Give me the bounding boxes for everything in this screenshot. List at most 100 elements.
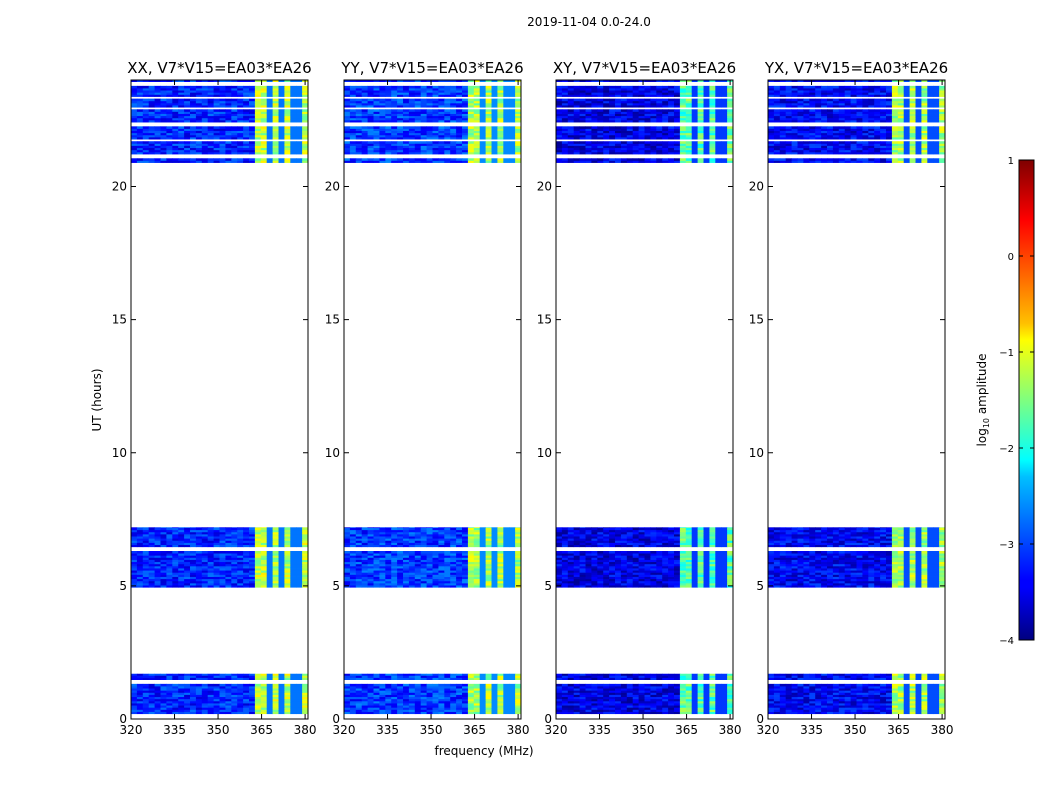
heatmap-cell	[255, 551, 261, 554]
y-tick-label: 15	[325, 313, 340, 327]
heatmap-cell	[161, 674, 167, 676]
heatmap-cell	[190, 126, 196, 129]
heatmap-cell	[403, 86, 409, 89]
heatmap-cell	[220, 684, 226, 687]
heatmap-cell	[438, 86, 444, 89]
heatmap-cell	[166, 684, 172, 687]
heatmap-cell	[421, 684, 427, 687]
heatmap-cell	[208, 141, 214, 144]
heatmap-cell	[161, 99, 167, 102]
heatmap-cell	[196, 551, 202, 554]
heatmap-cell	[214, 99, 220, 102]
heatmap-cell	[486, 141, 492, 144]
heatmap-cell	[686, 684, 692, 687]
heatmap-cell	[515, 141, 521, 144]
heatmap-cell	[284, 99, 290, 102]
heatmap-cell	[137, 527, 143, 528]
heatmap-cell	[249, 109, 255, 112]
heatmap-cell	[444, 109, 450, 112]
heatmap-cell	[178, 126, 184, 129]
heatmap-cell	[137, 141, 143, 144]
heatmap-cell	[243, 141, 249, 144]
heatmap-cell	[574, 684, 580, 687]
heatmap-cell	[356, 126, 362, 129]
heatmap-cell	[273, 551, 279, 554]
heatmap-cell	[302, 674, 308, 676]
heatmap-cell	[403, 674, 409, 676]
heatmap-cell	[149, 684, 155, 687]
heatmap-cell	[444, 684, 450, 687]
heatmap-cell	[509, 86, 515, 89]
heatmap-cell	[362, 527, 368, 528]
heatmap-cell	[397, 527, 403, 528]
heatmap-cell	[237, 141, 243, 144]
heatmap-cell	[556, 684, 562, 687]
heatmap-cell	[149, 527, 155, 528]
heatmap-cell	[468, 158, 474, 161]
heatmap-cell	[267, 109, 273, 112]
heatmap-cell	[438, 158, 444, 161]
heatmap-cell	[397, 141, 403, 144]
heatmap-cell	[261, 527, 267, 528]
heatmap-cell	[444, 126, 450, 129]
heatmap-cell	[368, 674, 374, 676]
heatmap-cell	[509, 674, 515, 676]
heatmap-cell	[379, 674, 385, 676]
heatmap-cell	[196, 674, 202, 676]
heatmap-cell	[474, 684, 480, 687]
heatmap-cell	[190, 684, 196, 687]
heatmap-cell	[497, 109, 503, 112]
heatmap-cell	[427, 86, 433, 89]
heatmap-cell	[480, 527, 486, 528]
heatmap-cell	[237, 674, 243, 676]
y-tick-label: 10	[325, 446, 340, 460]
heatmap-cell	[225, 527, 231, 528]
heatmap-cell	[131, 527, 137, 528]
heatmap-cell	[202, 126, 208, 129]
heatmap-cell	[296, 158, 302, 161]
heatmap-cell	[131, 99, 137, 102]
heatmap-cell	[143, 674, 149, 676]
heatmap-cell	[149, 141, 155, 144]
heatmap-cell	[155, 86, 161, 89]
heatmap-cell	[350, 527, 356, 528]
x-tick-label: 350	[207, 723, 230, 737]
heatmap-cell	[220, 158, 226, 161]
heatmap-cell	[415, 684, 421, 687]
heatmap-cell	[267, 86, 273, 89]
heatmap-cell	[562, 684, 568, 687]
heatmap-cell	[237, 99, 243, 102]
heatmap-cell	[161, 86, 167, 89]
heatmap-cell	[444, 158, 450, 161]
heatmap-cell	[249, 684, 255, 687]
heatmap-cell	[497, 126, 503, 129]
heatmap-cell	[243, 99, 249, 102]
heatmap-cell	[296, 674, 302, 676]
heatmap-cell	[190, 109, 196, 112]
heatmap-cell	[143, 126, 149, 129]
heatmap-cell	[196, 158, 202, 161]
y-tick-label: 10	[112, 446, 127, 460]
heatmap-cell	[397, 674, 403, 676]
heatmap-cell	[362, 109, 368, 112]
heatmap-cell	[261, 551, 267, 554]
heatmap-cells	[344, 80, 521, 714]
heatmap-cell	[143, 527, 149, 528]
heatmap-cell	[374, 86, 380, 89]
heatmap-cell	[450, 551, 456, 554]
heatmap-cell	[261, 99, 267, 102]
heatmap-cell	[356, 674, 362, 676]
x-tick-label: 380	[294, 723, 317, 737]
heatmap-cell	[350, 158, 356, 161]
heatmap-cell	[450, 99, 456, 102]
heatmap-cell	[166, 86, 172, 89]
heatmap-cell	[143, 551, 149, 554]
heatmap-cell	[231, 126, 237, 129]
heatmap-cell	[421, 86, 427, 89]
heatmap-cell	[368, 158, 374, 161]
heatmap-cell	[456, 86, 462, 89]
heatmap-cell	[433, 109, 439, 112]
heatmap-cell	[639, 684, 645, 687]
